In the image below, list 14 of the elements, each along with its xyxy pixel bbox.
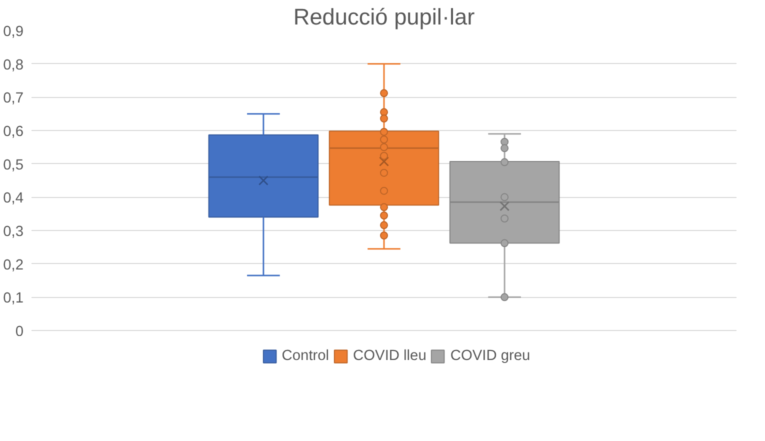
y-tick-label: 0,9 — [3, 24, 24, 40]
y-tick-label: 0,8 — [3, 57, 24, 74]
y-tick-label: 0,5 — [3, 157, 24, 174]
y-tick-label: 0,3 — [3, 224, 24, 240]
legend-label: COVID lleu — [353, 348, 426, 364]
y-tick-label: 0 — [15, 324, 24, 340]
y-tick-label: 0,2 — [3, 257, 24, 274]
chart-title: Reducció pupil·lar — [293, 4, 476, 30]
legend-label: Control — [282, 348, 330, 364]
y-tick-label: 0,7 — [3, 90, 24, 107]
y-tick-label: 0,1 — [3, 290, 24, 307]
legend-label: COVID greu — [450, 348, 530, 364]
y-tick-label: 0,6 — [3, 124, 24, 140]
y-tick-label: 0,4 — [3, 190, 24, 207]
